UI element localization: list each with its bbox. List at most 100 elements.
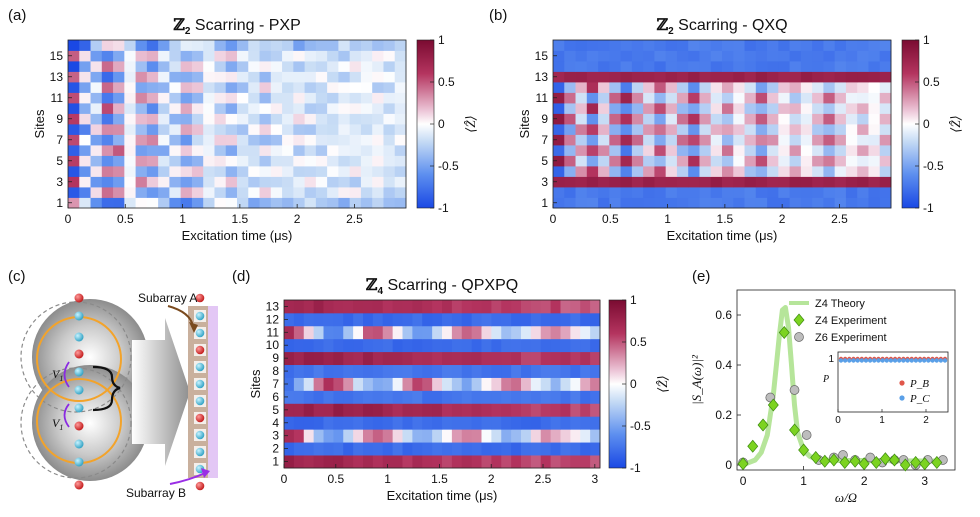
heatmap-cell [845, 40, 858, 51]
heatmap-cell [733, 155, 745, 167]
heatmap-cell [823, 124, 836, 135]
heatmap-cell [643, 176, 655, 188]
heatmap-cell [124, 82, 136, 93]
heatmap-cell [471, 377, 482, 391]
atom-red [74, 421, 84, 431]
heatmap-cell [169, 134, 182, 146]
heatmap-cell [79, 166, 91, 177]
heatmap-cell [394, 145, 407, 156]
heatmap-cell [580, 300, 591, 314]
heatmap-cell [586, 61, 599, 72]
heatmap-cell [643, 50, 655, 62]
heatmap-cell [586, 134, 599, 146]
heatmap-cell [590, 351, 601, 366]
heatmap-cell [225, 145, 238, 156]
heatmap-cell [879, 40, 892, 51]
heatmap-cell [570, 390, 581, 404]
heatmap-cell [158, 40, 170, 51]
heatmap-cell [402, 351, 413, 366]
heatmap-cell [733, 134, 745, 146]
inset-legend-label: P_B [909, 378, 929, 390]
heatmap-cell [303, 351, 315, 366]
heatmap-cell [382, 312, 394, 327]
heatmap-cell [422, 312, 433, 327]
heatmap-cell [360, 92, 373, 104]
heatmap-cell [323, 455, 334, 469]
heatmap-cell [191, 124, 204, 135]
heatmap-cell [570, 300, 581, 314]
heatmap-cell [90, 145, 103, 156]
heatmap-cell [665, 197, 678, 209]
heatmap-cell [540, 338, 552, 353]
heatmap-cell [744, 61, 757, 72]
heatmap-cell [789, 40, 802, 51]
heatmap-cell [643, 155, 655, 167]
heatmap-cell [372, 82, 384, 93]
heatmap-cell [203, 197, 215, 209]
heatmap-cell [113, 71, 125, 83]
heatmap-cell [203, 145, 215, 156]
heatmap-cell [575, 50, 588, 62]
heatmap-cell [699, 50, 712, 62]
heatmap-cell [744, 103, 757, 114]
heatmap-cell [79, 187, 91, 198]
subarray-b-strip [208, 306, 218, 478]
heatmap-cell [90, 176, 103, 188]
heatmap-cell [789, 134, 802, 146]
heatmap-cell [90, 124, 103, 135]
heatmap-cell [823, 82, 836, 93]
point-z6-experiment [865, 452, 876, 463]
heatmap-cell [800, 82, 813, 93]
heatmap-cell [800, 113, 813, 125]
heatmap-cell [744, 197, 757, 209]
heatmap-cell [293, 71, 305, 83]
heatmap-cell [699, 145, 712, 156]
heatmap-cell [598, 92, 610, 104]
heatmap-cell [158, 82, 170, 93]
heatmap-cell [501, 338, 512, 353]
heatmap-cell [755, 113, 768, 125]
dashed-radius-bottom [20, 367, 132, 479]
heatmap-cell [432, 300, 443, 314]
heatmap-cell [823, 197, 836, 209]
heatmap-cell [349, 50, 362, 62]
heatmap-cell [744, 92, 757, 104]
heatmap-cell [598, 124, 610, 135]
heatmap-cell [857, 92, 869, 104]
heatmap-cell [586, 103, 599, 114]
heatmap-cell [521, 364, 532, 378]
heatmap-cell [79, 176, 91, 188]
chart-title: ℤ2 Scarring - QXQ [656, 15, 787, 37]
heatmap-cell [442, 403, 453, 417]
heatmap-cell [550, 416, 561, 430]
heatmap-cell [146, 40, 159, 51]
heatmap-cell [315, 50, 328, 62]
heatmap-cell [392, 312, 403, 327]
heatmap-cell [540, 455, 552, 469]
heatmap-cell [79, 145, 91, 156]
heatmap-cell [688, 40, 700, 51]
heatmap-cell [372, 166, 384, 177]
heatmap-cell [248, 197, 260, 209]
heatmap-cell [191, 113, 204, 125]
heatmap-cell [812, 124, 824, 135]
colorbar-tick-label: -1 [923, 201, 934, 215]
heatmap-cell [293, 312, 305, 327]
heatmap-cell [511, 364, 522, 378]
heatmap-cell [598, 197, 610, 209]
heatmap-cell [521, 325, 532, 340]
heatmap-cell [609, 103, 621, 114]
heatmap-cell [461, 416, 473, 430]
heatmap-cell [586, 197, 599, 209]
heatmap-cell [270, 176, 283, 188]
heatmap-cell [135, 145, 148, 156]
heatmap-cell [203, 124, 215, 135]
heatmap-cell [349, 134, 362, 146]
heatmap-cell [570, 338, 581, 353]
heatmap-cell [501, 416, 512, 430]
heatmap-cell [575, 61, 588, 72]
heatmap-cell [353, 390, 364, 404]
heatmap-cell [394, 50, 407, 62]
heatmap-cell [79, 71, 91, 83]
